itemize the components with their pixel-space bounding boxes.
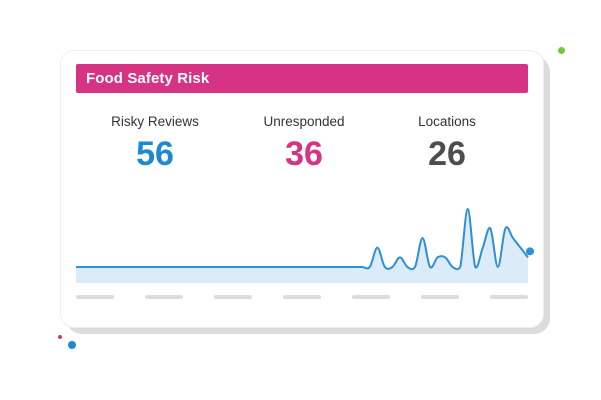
line-layer bbox=[76, 208, 529, 271]
x-tick-placeholder bbox=[490, 295, 528, 299]
stat-value: 26 bbox=[428, 135, 466, 173]
stat-value: 36 bbox=[285, 135, 323, 173]
x-tick-placeholder bbox=[352, 295, 390, 299]
stat-locations[interactable]: Locations 26 bbox=[372, 113, 522, 174]
stat-label: Unresponded bbox=[263, 114, 345, 129]
stat-value: 56 bbox=[136, 135, 174, 173]
x-tick-placeholder bbox=[76, 295, 114, 299]
series-area bbox=[76, 209, 528, 283]
series-endpoint bbox=[526, 247, 534, 256]
endpoint-layer bbox=[526, 247, 534, 256]
decor-dot-blue bbox=[68, 341, 76, 349]
stats-row: Risky Reviews 56 Unresponded 36 Location… bbox=[76, 113, 528, 183]
decor-dot-pink bbox=[58, 335, 62, 339]
x-tick-placeholder bbox=[421, 295, 459, 299]
x-tick-placeholder bbox=[283, 295, 321, 299]
stat-unresponded[interactable]: Unresponded 36 bbox=[229, 113, 379, 174]
decor-dot-green bbox=[558, 47, 565, 54]
series-line bbox=[76, 208, 529, 271]
widget-title: Food Safety Risk bbox=[76, 64, 528, 93]
food-safety-widget: Food Safety Risk Risky Reviews 56 Unresp… bbox=[60, 50, 544, 328]
x-axis-placeholders bbox=[76, 295, 528, 299]
trend-chart bbox=[76, 208, 534, 299]
x-tick-placeholder bbox=[214, 295, 252, 299]
x-tick-placeholder bbox=[145, 295, 183, 299]
area-layer bbox=[76, 209, 528, 283]
stat-label: Locations bbox=[418, 114, 476, 129]
stat-risky-reviews[interactable]: Risky Reviews 56 bbox=[80, 113, 230, 174]
stat-label: Risky Reviews bbox=[111, 114, 199, 129]
